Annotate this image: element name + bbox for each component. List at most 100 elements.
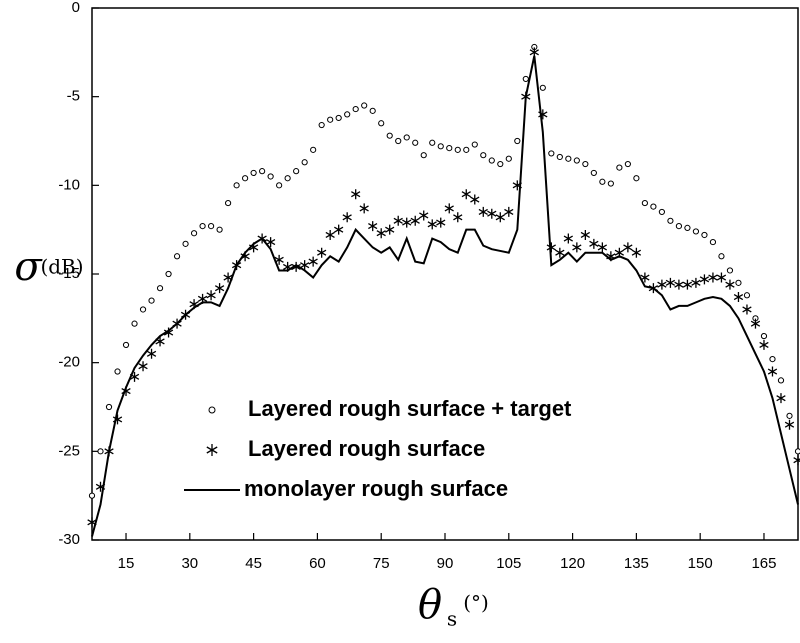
- circle-marker: [301, 159, 308, 166]
- asterisk-marker: [461, 189, 471, 200]
- circle-marker: [310, 146, 317, 153]
- circle-marker: [173, 253, 181, 260]
- x-tick-label: 75: [373, 555, 390, 572]
- x-axis-subscript: s: [447, 607, 457, 631]
- asterisk-marker: [563, 233, 573, 244]
- circle-marker: [658, 208, 666, 216]
- asterisk-marker: [555, 247, 565, 258]
- asterisk-marker: [453, 212, 463, 223]
- asterisk-marker: [631, 247, 642, 258]
- circle-marker: [267, 173, 274, 180]
- asterisk-marker: [410, 215, 420, 226]
- legend-symbol: [208, 406, 216, 414]
- asterisk-marker: [767, 366, 778, 377]
- asterisk-marker: [504, 206, 514, 217]
- asterisk-marker: [138, 361, 148, 372]
- circle-marker: [156, 285, 164, 292]
- circle-marker: [633, 175, 640, 182]
- asterisk-marker: [146, 348, 157, 359]
- circle-marker: [794, 448, 800, 455]
- asterisk-marker: [716, 272, 727, 283]
- asterisk-marker: [529, 47, 539, 58]
- asterisk-marker: [214, 283, 225, 294]
- circle-marker: [599, 178, 606, 185]
- x-tick-label: 150: [688, 555, 713, 572]
- circle-marker: [786, 412, 793, 419]
- circle-marker: [207, 223, 215, 230]
- circle-marker: [386, 132, 393, 139]
- circle-marker: [488, 157, 495, 164]
- asterisk-marker: [784, 419, 795, 430]
- circle-marker: [97, 448, 104, 455]
- asterisk-marker: [793, 455, 800, 466]
- circle-marker: [318, 121, 325, 129]
- asterisk-marker: [742, 304, 752, 315]
- x-tick-label: 165: [751, 555, 776, 572]
- asterisk-marker: [299, 260, 310, 271]
- asterisk-marker: [776, 393, 786, 404]
- circle-marker: [369, 107, 376, 114]
- x-tick-label: 90: [437, 555, 454, 572]
- x-axis-unit: (°): [463, 591, 489, 615]
- circle-marker: [148, 297, 155, 304]
- circle-marker: [412, 139, 419, 146]
- circle-marker: [548, 150, 555, 157]
- circle-marker: [471, 141, 478, 148]
- legend-label: monolayer rough surface: [244, 476, 508, 501]
- circle-marker: [216, 226, 223, 233]
- asterisk-marker: [402, 217, 412, 228]
- y-tick-label: -10: [58, 176, 80, 193]
- circle-marker: [429, 139, 436, 146]
- y-tick-label: -5: [67, 88, 80, 105]
- circle-marker: [352, 105, 359, 113]
- circle-marker: [522, 75, 529, 83]
- circle-marker: [539, 84, 546, 91]
- asterisk-marker: [725, 279, 735, 290]
- circle-marker: [224, 199, 232, 207]
- circle-marker: [650, 203, 657, 210]
- circle-marker: [182, 240, 189, 247]
- circle-marker: [420, 152, 427, 159]
- circle-marker: [361, 102, 368, 109]
- asterisk-marker: [665, 277, 676, 288]
- circle-marker: [480, 152, 487, 159]
- circle-marker: [505, 155, 512, 162]
- asterisk-marker: [334, 224, 344, 235]
- x-tick-label: 15: [118, 555, 135, 572]
- asterisk-marker: [699, 274, 710, 285]
- circle-marker: [616, 164, 623, 171]
- circle-marker: [446, 144, 453, 152]
- x-axis-symbol: θ: [418, 582, 442, 628]
- circle-marker: [684, 224, 691, 231]
- circle-marker: [514, 137, 521, 145]
- circle-marker: [454, 146, 461, 153]
- circle-marker: [190, 230, 198, 237]
- asterisk-marker: [163, 327, 174, 338]
- asterisk-marker: [376, 228, 386, 239]
- asterisk-marker: [759, 339, 769, 350]
- asterisk-marker: [342, 212, 352, 223]
- circle-marker: [769, 356, 776, 363]
- asterisk-marker: [691, 277, 701, 288]
- asterisk-marker: [682, 279, 693, 290]
- circle-marker: [565, 155, 572, 162]
- asterisk-marker: [657, 279, 667, 290]
- asterisk-marker: [206, 290, 216, 301]
- circle-marker: [701, 231, 708, 239]
- circle-marker: [641, 199, 648, 207]
- y-tick-label: -15: [58, 265, 80, 282]
- y-axis-unit: (dB): [40, 255, 83, 279]
- circle-marker: [378, 120, 385, 127]
- asterisk-marker: [427, 219, 437, 230]
- circle-marker: [624, 160, 631, 168]
- asterisk-marker: [597, 242, 608, 253]
- circle-marker: [735, 279, 742, 286]
- asterisk-marker: [385, 224, 395, 235]
- circle-marker: [233, 182, 240, 189]
- circle-marker: [105, 403, 113, 411]
- circle-marker: [131, 320, 138, 327]
- asterisk-marker: [359, 203, 369, 214]
- asterisk-marker: [419, 210, 429, 221]
- circle-marker: [88, 492, 96, 499]
